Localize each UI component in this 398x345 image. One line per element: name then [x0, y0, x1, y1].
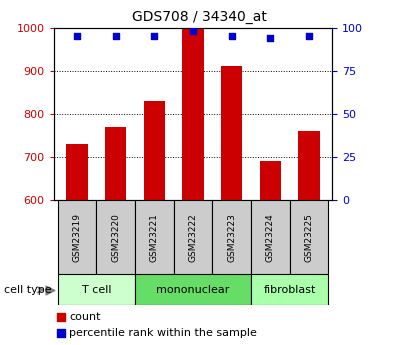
- Text: count: count: [69, 312, 101, 322]
- Bar: [298, 131, 320, 200]
- Text: GSM23225: GSM23225: [304, 213, 314, 262]
- Text: fibroblast: fibroblast: [263, 285, 316, 295]
- Text: GSM23222: GSM23222: [189, 213, 197, 262]
- Point: [151, 33, 158, 39]
- Text: GSM23221: GSM23221: [150, 213, 159, 262]
- Bar: [182, 28, 204, 200]
- Bar: [221, 66, 242, 200]
- Text: T cell: T cell: [82, 285, 111, 295]
- Text: GSM23219: GSM23219: [72, 213, 82, 262]
- Text: GDS708 / 34340_at: GDS708 / 34340_at: [132, 10, 266, 24]
- Bar: [58, 274, 135, 305]
- Bar: [144, 101, 165, 200]
- Bar: [251, 274, 328, 305]
- Point: [58, 330, 64, 336]
- Bar: [174, 200, 213, 274]
- Bar: [213, 200, 251, 274]
- Point: [58, 314, 64, 319]
- Text: GSM23224: GSM23224: [266, 213, 275, 262]
- Bar: [96, 200, 135, 274]
- Text: cell type: cell type: [4, 285, 52, 295]
- Text: GSM23223: GSM23223: [227, 213, 236, 262]
- Point: [74, 33, 80, 39]
- Point: [306, 33, 312, 39]
- Point: [47, 287, 53, 293]
- Point: [113, 33, 119, 39]
- Text: GSM23220: GSM23220: [111, 213, 120, 262]
- Bar: [135, 200, 174, 274]
- Bar: [135, 274, 251, 305]
- Point: [190, 28, 196, 34]
- Point: [228, 33, 235, 39]
- Bar: [260, 161, 281, 200]
- Text: mononuclear: mononuclear: [156, 285, 230, 295]
- Bar: [58, 200, 96, 274]
- Text: percentile rank within the sample: percentile rank within the sample: [69, 328, 257, 338]
- Bar: [290, 200, 328, 274]
- Bar: [251, 200, 290, 274]
- Point: [267, 35, 273, 41]
- Bar: [105, 127, 126, 200]
- Bar: [66, 144, 88, 200]
